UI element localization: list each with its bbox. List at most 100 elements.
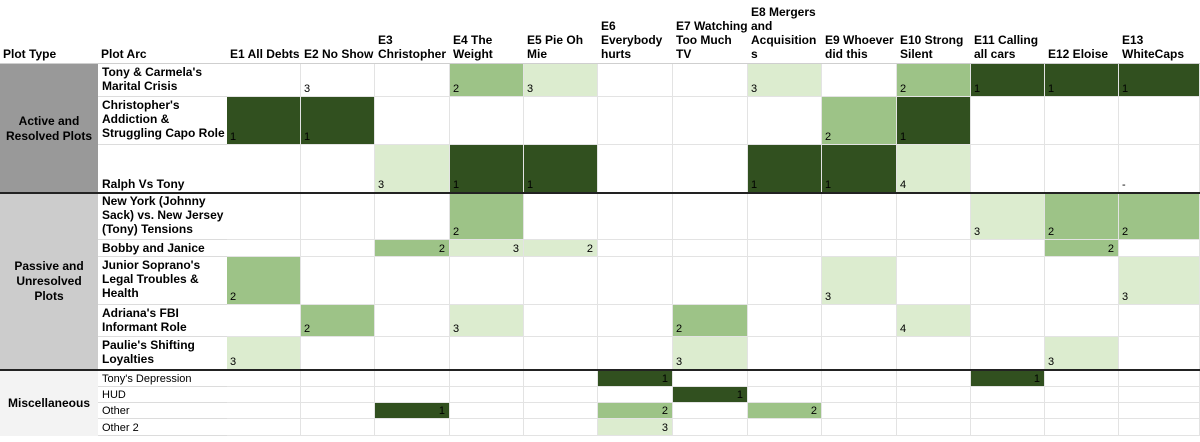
episode-cell[interactable] (822, 387, 897, 403)
episode-cell[interactable] (897, 419, 971, 436)
episode-cell[interactable] (822, 64, 897, 97)
episode-cell[interactable] (524, 193, 598, 240)
episode-cell[interactable] (822, 193, 897, 240)
episode-cell[interactable] (971, 97, 1045, 145)
episode-cell[interactable] (897, 403, 971, 419)
episode-cell[interactable]: 1 (1045, 64, 1119, 97)
episode-cell[interactable] (227, 240, 301, 257)
episode-cell[interactable] (1045, 387, 1119, 403)
episode-cell[interactable] (227, 145, 301, 193)
episode-cell[interactable] (822, 305, 897, 337)
episode-cell[interactable] (450, 403, 524, 419)
episode-cell[interactable] (598, 193, 673, 240)
episode-cell[interactable] (450, 337, 524, 370)
episode-cell[interactable] (375, 305, 450, 337)
episode-cell[interactable] (822, 419, 897, 436)
episode-cell[interactable]: 1 (598, 370, 673, 387)
episode-cell[interactable] (1119, 305, 1200, 337)
episode-cell[interactable]: 2 (822, 97, 897, 145)
episode-cell[interactable] (598, 240, 673, 257)
episode-cell[interactable]: - (1119, 145, 1200, 193)
episode-cell[interactable] (971, 257, 1045, 305)
episode-cell[interactable]: 1 (748, 145, 822, 193)
episode-cell[interactable]: 3 (1119, 257, 1200, 305)
episode-cell[interactable] (673, 145, 748, 193)
episode-cell[interactable] (822, 403, 897, 419)
episode-cell[interactable] (524, 387, 598, 403)
episode-cell[interactable]: 3 (524, 64, 598, 97)
episode-cell[interactable] (1045, 97, 1119, 145)
episode-cell[interactable] (971, 403, 1045, 419)
episode-cell[interactable] (673, 64, 748, 97)
episode-cell[interactable] (1119, 403, 1200, 419)
episode-cell[interactable] (897, 240, 971, 257)
episode-cell[interactable]: 3 (301, 64, 375, 97)
episode-cell[interactable]: 2 (375, 240, 450, 257)
episode-cell[interactable]: 1 (524, 145, 598, 193)
episode-cell[interactable] (227, 305, 301, 337)
episode-cell[interactable]: 2 (1119, 193, 1200, 240)
episode-cell[interactable] (1119, 370, 1200, 387)
episode-cell[interactable] (227, 403, 301, 419)
episode-cell[interactable] (450, 419, 524, 436)
episode-cell[interactable] (375, 387, 450, 403)
episode-cell[interactable] (301, 387, 375, 403)
episode-cell[interactable]: 1 (971, 370, 1045, 387)
episode-cell[interactable] (748, 240, 822, 257)
episode-cell[interactable] (1045, 145, 1119, 193)
episode-cell[interactable] (673, 97, 748, 145)
episode-cell[interactable] (1045, 403, 1119, 419)
episode-cell[interactable] (1045, 419, 1119, 436)
episode-cell[interactable] (375, 337, 450, 370)
episode-cell[interactable] (375, 370, 450, 387)
episode-cell[interactable] (1045, 370, 1119, 387)
episode-cell[interactable] (227, 387, 301, 403)
episode-cell[interactable]: 1 (375, 403, 450, 419)
episode-cell[interactable] (598, 305, 673, 337)
episode-cell[interactable]: 1 (897, 97, 971, 145)
episode-cell[interactable] (524, 370, 598, 387)
episode-cell[interactable] (822, 370, 897, 387)
episode-cell[interactable] (450, 387, 524, 403)
episode-cell[interactable] (1045, 257, 1119, 305)
episode-cell[interactable] (524, 419, 598, 436)
episode-cell[interactable]: 2 (450, 193, 524, 240)
episode-cell[interactable] (301, 240, 375, 257)
episode-cell[interactable] (524, 257, 598, 305)
episode-cell[interactable] (301, 419, 375, 436)
episode-cell[interactable] (524, 305, 598, 337)
episode-cell[interactable]: 3 (598, 419, 673, 436)
episode-cell[interactable] (227, 193, 301, 240)
episode-cell[interactable]: 2 (450, 64, 524, 97)
episode-cell[interactable] (971, 419, 1045, 436)
episode-cell[interactable]: 3 (748, 64, 822, 97)
episode-cell[interactable]: 4 (897, 305, 971, 337)
episode-cell[interactable]: 3 (971, 193, 1045, 240)
episode-cell[interactable]: 3 (673, 337, 748, 370)
episode-cell[interactable] (748, 370, 822, 387)
episode-cell[interactable] (897, 370, 971, 387)
episode-cell[interactable]: 1 (673, 387, 748, 403)
episode-cell[interactable] (598, 387, 673, 403)
episode-cell[interactable] (301, 257, 375, 305)
episode-cell[interactable]: 3 (450, 305, 524, 337)
episode-cell[interactable] (748, 305, 822, 337)
episode-cell[interactable] (822, 337, 897, 370)
episode-cell[interactable] (748, 337, 822, 370)
episode-cell[interactable] (450, 97, 524, 145)
episode-cell[interactable] (673, 240, 748, 257)
episode-cell[interactable]: 1 (301, 97, 375, 145)
episode-cell[interactable] (301, 370, 375, 387)
episode-cell[interactable] (375, 64, 450, 97)
episode-cell[interactable] (971, 145, 1045, 193)
episode-cell[interactable] (301, 193, 375, 240)
episode-cell[interactable] (1119, 387, 1200, 403)
episode-cell[interactable]: 3 (450, 240, 524, 257)
episode-cell[interactable] (598, 257, 673, 305)
episode-cell[interactable] (524, 337, 598, 370)
episode-cell[interactable] (673, 403, 748, 419)
episode-cell[interactable]: 3 (1045, 337, 1119, 370)
episode-cell[interactable]: 2 (227, 257, 301, 305)
episode-cell[interactable] (524, 403, 598, 419)
episode-cell[interactable] (748, 387, 822, 403)
